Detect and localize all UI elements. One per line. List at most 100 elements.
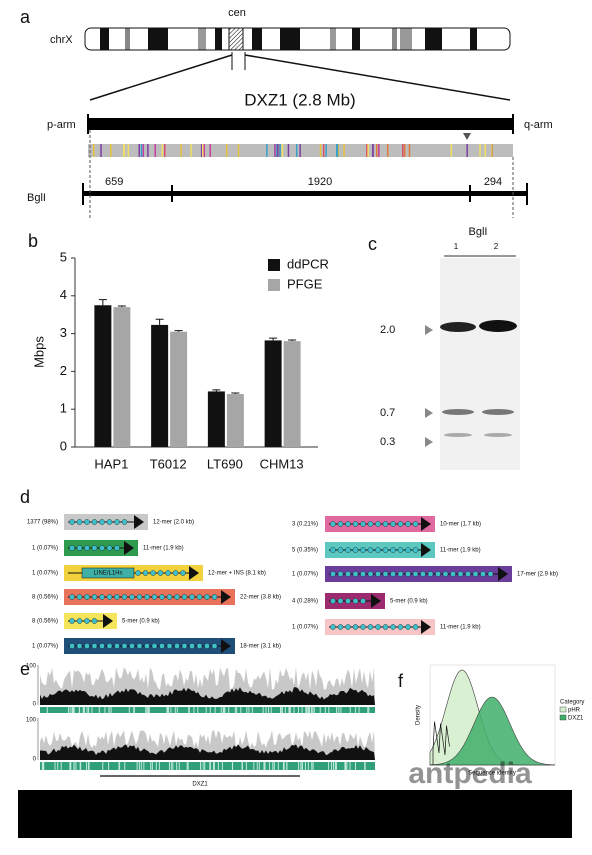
bar [113,307,131,447]
monomer [159,643,165,649]
monomer [174,643,180,649]
repeat-variants: 1377 (98%) 12-mer (2.0 kb) 1 (0.07%) 11-mer… [27,514,558,654]
fragment-bar [83,191,527,196]
monomer [382,547,389,553]
monomer [412,547,419,553]
variant-count: 1 (0.07%) [292,625,318,631]
strip-gap [346,762,348,770]
x-tick-label: HAP1 [94,456,128,471]
strip-variant [337,144,340,157]
strip-gap [209,707,211,713]
strip-variant [319,144,322,157]
coverage-black [40,687,375,705]
strip-gap [209,762,211,770]
chromosome-band [400,28,412,50]
strip-gap [60,762,62,770]
strip-gap [213,762,215,770]
strip-gap [70,707,72,713]
strip-gap [148,707,150,713]
arrow-head [103,614,113,628]
strip-gap [301,707,303,713]
lane-label: 2 [494,242,499,251]
strip-gap [268,762,270,770]
strip-gap [355,762,357,770]
strip-variant [123,144,125,157]
monomer [397,521,404,527]
legend-label: DXZ1 [568,716,584,722]
strip-gap [104,707,106,713]
gel-band [484,433,512,437]
strip-gap [297,707,299,713]
strip-gap [241,762,243,770]
asterisk: * [290,743,295,757]
monomer [106,545,113,551]
monomer [367,521,374,527]
gel-band [479,320,517,332]
strip-gap [335,762,337,770]
legend-title: Category [560,700,584,706]
monomer [172,570,179,576]
monomer [136,594,143,600]
monomer [412,571,419,577]
panel-label: f [398,671,404,691]
strip-gap [186,762,188,770]
strip-gap [79,762,81,770]
strip-variant [299,144,301,157]
fragment-size: 294 [484,176,502,188]
strip-gap [245,762,247,770]
strip-gap [301,762,303,770]
strip-gap [83,707,85,713]
strip-variant [138,144,140,157]
strip-gap [311,762,313,770]
strip-gap [75,762,77,770]
monomer [382,571,389,577]
strip-gap [150,762,152,770]
error-bar [117,305,126,308]
monomer [76,643,83,649]
monomer [367,571,374,577]
strip-gap [57,762,59,770]
strip-gap [258,762,260,770]
monomer [114,594,120,600]
monomer [91,594,98,600]
strip-gap [82,707,84,713]
strip-gap [253,762,255,770]
strip-gap [240,707,242,713]
variant-count: 1 (0.07%) [32,571,58,577]
strip-gap [289,707,291,713]
y-axis-label: Density [416,705,422,725]
strip-gap [167,707,169,713]
variant-label: 11-mer (1.9 kb) [143,546,184,552]
strip-gap [176,762,178,770]
strip-gap [284,707,286,713]
strip-variant [202,144,204,157]
variant-count: 3 (0.21%) [292,522,318,528]
monomer [106,519,113,525]
variant-label: 17-mer (2.9 kb) [517,572,558,578]
strip-variant [279,144,281,157]
monomer [345,521,351,527]
monomer [330,571,336,577]
strip-gap [263,762,265,770]
monomer [69,545,75,551]
strip-gap [345,762,347,770]
monomer [435,571,441,577]
monomer [159,594,165,600]
strip-gap [306,707,308,713]
monomer [397,624,404,630]
strip-gap [270,707,272,713]
strip-gap [234,707,236,713]
strip-variant [161,144,164,157]
monomer [151,643,158,649]
monomer [412,624,419,630]
monomer [375,521,381,527]
legend-swatch [268,279,280,291]
strip-gap [110,707,112,713]
strip-gap [364,762,366,770]
strip-gap [70,762,72,770]
strip-variant [225,144,228,157]
strip-gap [221,762,223,770]
strip-gap [236,707,238,713]
monomer [84,594,90,600]
strip-gap [333,762,335,770]
